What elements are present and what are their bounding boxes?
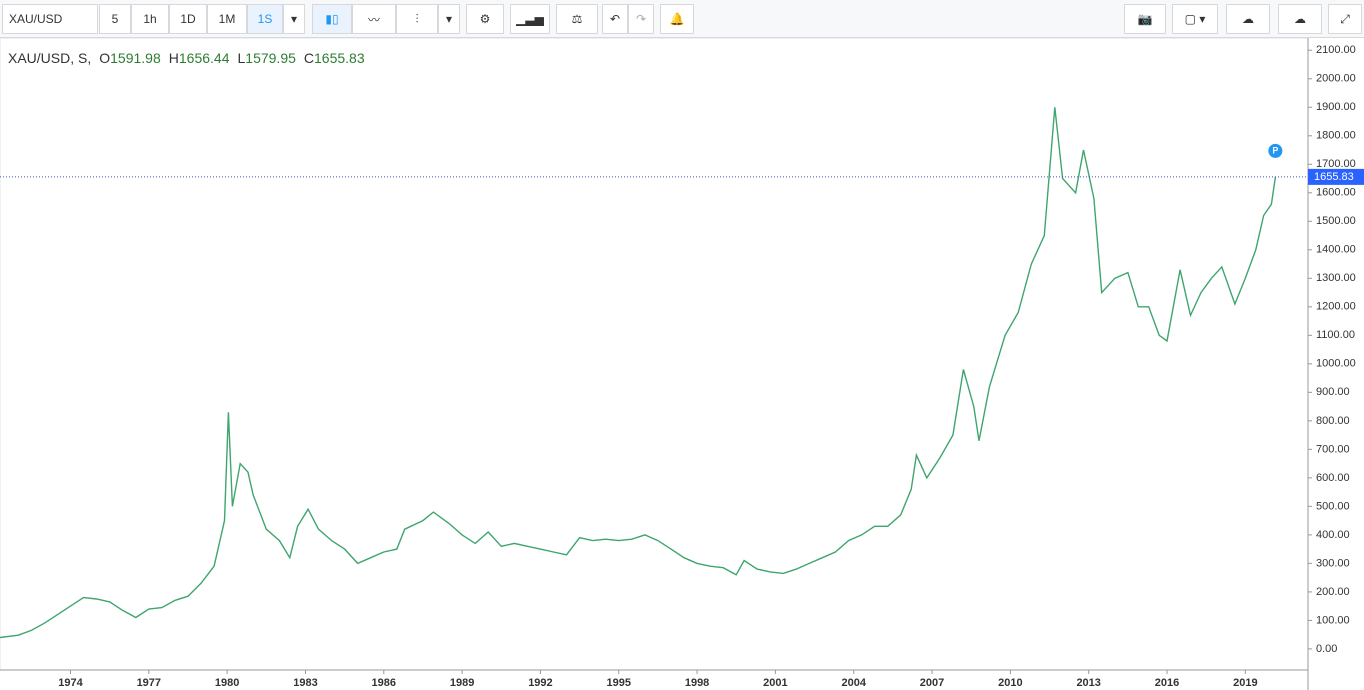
legend-item: H1656.44 xyxy=(169,50,230,66)
save-button[interactable]: ☁ xyxy=(1278,4,1322,34)
compare-button[interactable]: ⫶ xyxy=(396,4,438,34)
legend-label: H xyxy=(168,50,179,66)
legend-value: 1579.95 xyxy=(245,50,296,66)
legend: XAU/USD, S, O1591.98 H1656.44 L1579.95 C… xyxy=(8,50,365,66)
marker xyxy=(1268,143,1283,158)
x-tick-label: 1980 xyxy=(215,677,239,689)
x-tick-label: 2001 xyxy=(763,677,787,689)
interval-button[interactable]: 1h xyxy=(131,4,169,34)
legend-item: O1591.98 xyxy=(99,50,161,66)
y-tick-label: 700.00 xyxy=(1316,443,1350,455)
y-tick-label: 900.00 xyxy=(1316,386,1350,398)
x-tick-label: 2007 xyxy=(920,677,944,689)
legend-value: 1656.44 xyxy=(178,50,230,66)
dropdown-button[interactable]: ▾ xyxy=(438,4,460,34)
y-tick-label: 1300.00 xyxy=(1316,272,1356,284)
y-tick-label: 800.00 xyxy=(1316,415,1350,427)
price-line xyxy=(0,107,1277,639)
y-tick-label: 1400.00 xyxy=(1316,244,1356,256)
y-tick-label: 1200.00 xyxy=(1316,301,1356,313)
screenshot-button[interactable]: 📷 xyxy=(1124,4,1166,34)
legend-title: XAU/USD, S, xyxy=(8,50,92,66)
y-tick-label: 200.00 xyxy=(1316,586,1350,598)
undo-button[interactable]: ↶ xyxy=(602,4,628,34)
x-tick-label: 1989 xyxy=(450,677,474,689)
x-tick-label: 1983 xyxy=(293,677,317,689)
legend-value: 1655.83 xyxy=(314,50,365,66)
y-tick-label: 0.00 xyxy=(1316,643,1337,655)
toolbar: XAU/USD 5 1h 1D 1M 1S ▾ ▮▯ 〰 ⫶ ▾ ⚙ ▁▃▅ ⚖… xyxy=(0,0,1364,38)
x-tick-label: 2019 xyxy=(1233,677,1257,689)
symbol-input[interactable]: XAU/USD xyxy=(2,4,98,34)
settings-button[interactable]: ⚙ xyxy=(466,4,504,34)
fullscreen-button[interactable]: ⤢ xyxy=(1328,4,1362,34)
legend-item: C1655.83 xyxy=(304,50,365,66)
x-tick-label: 2004 xyxy=(841,677,866,689)
y-tick-label: 2100.00 xyxy=(1316,44,1356,56)
interval-button[interactable]: 1M xyxy=(207,4,247,34)
alert-button[interactable]: 🔔 xyxy=(660,4,694,34)
dropdown-button[interactable]: ▾ xyxy=(283,4,305,34)
y-tick-label: 1800.00 xyxy=(1316,130,1356,142)
x-tick-label: 2016 xyxy=(1155,677,1179,689)
last-price-label: 1655.83 xyxy=(1314,171,1354,183)
load-button[interactable]: ☁ xyxy=(1226,4,1270,34)
x-tick-label: 1986 xyxy=(372,677,396,689)
legend-item: L1579.95 xyxy=(237,50,295,66)
x-tick-label: 1974 xyxy=(58,677,83,689)
x-tick-label: 1977 xyxy=(137,677,161,689)
legend-label: L xyxy=(237,50,246,66)
chart-type-button[interactable]: ▮▯ xyxy=(312,4,352,34)
y-tick-label: 300.00 xyxy=(1316,557,1350,569)
y-tick-label: 1500.00 xyxy=(1316,215,1356,227)
y-tick-label: 500.00 xyxy=(1316,500,1350,512)
y-tick-label: 1000.00 xyxy=(1316,358,1356,370)
x-tick-label: 2010 xyxy=(998,677,1022,689)
y-tick-label: 1600.00 xyxy=(1316,187,1356,199)
balance-button[interactable]: ⚖ xyxy=(556,4,598,34)
y-tick-label: 400.00 xyxy=(1316,529,1350,541)
y-tick-label: 2000.00 xyxy=(1316,73,1356,85)
x-tick-label: 1998 xyxy=(685,677,709,689)
chart: 0.00 100.00 200.00 300.00 400.00 500.00 600.00… xyxy=(0,38,1364,690)
y-tick-label: 1100.00 xyxy=(1316,329,1355,341)
x-tick-label: 2013 xyxy=(1076,677,1100,689)
interval-button[interactable]: 1D xyxy=(169,4,207,34)
interval-button[interactable]: 1S xyxy=(247,4,283,34)
x-tick-label: 1992 xyxy=(528,677,552,689)
interval-button[interactable]: 5 xyxy=(99,4,131,34)
legend-label: O xyxy=(99,50,111,66)
last-price-badge xyxy=(1308,168,1364,185)
redo-button[interactable]: ↷ xyxy=(628,4,654,34)
y-tick-label: 1900.00 xyxy=(1316,101,1356,113)
legend-label: C xyxy=(303,50,315,66)
y-tick-label: 1700.00 xyxy=(1316,158,1356,170)
y-tick-label: 600.00 xyxy=(1316,472,1350,484)
marker-label: P xyxy=(1272,145,1278,155)
studies-button[interactable]: ▁▃▅ xyxy=(510,4,550,34)
legend-value: 1591.98 xyxy=(110,50,161,66)
indicator-button[interactable]: 〰 xyxy=(352,4,396,34)
y-tick-label: 100.00 xyxy=(1316,614,1350,626)
plot-area xyxy=(0,38,1309,671)
theme-button[interactable]: ▢ ▾ xyxy=(1172,4,1218,34)
x-tick-label: 1995 xyxy=(607,677,631,689)
